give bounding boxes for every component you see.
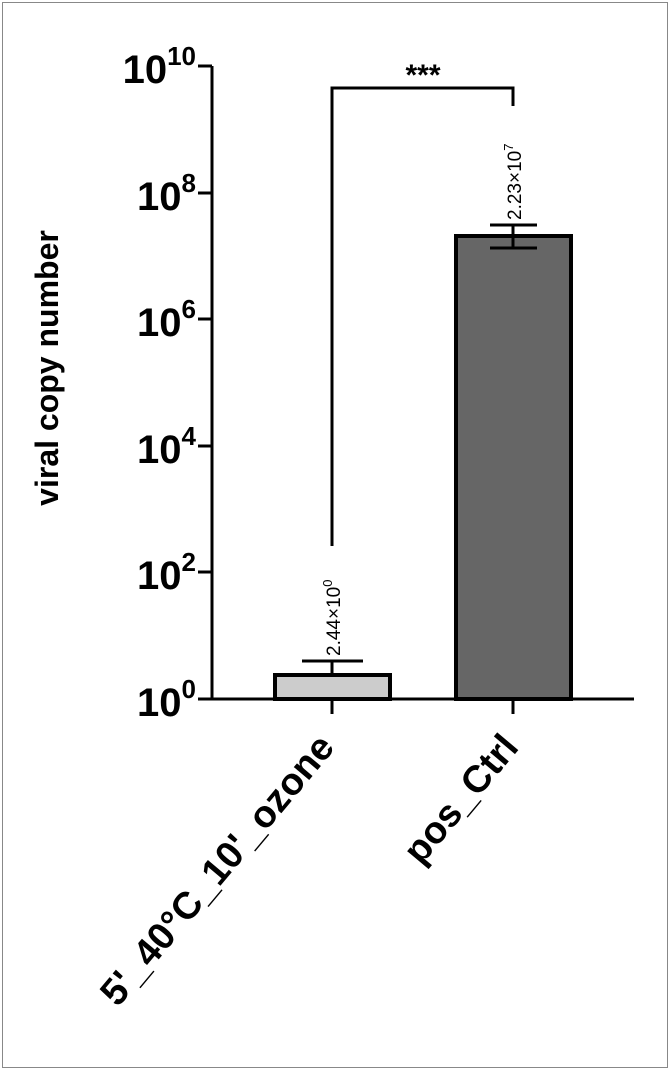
error-bar-pos-ctrl: [490, 223, 537, 250]
significance-label: ***: [405, 59, 440, 92]
value-label-pos-ctrl: 2.23×107: [501, 144, 526, 220]
value-label-ozone: 2.44×100: [320, 580, 345, 656]
svg-text:104: 104: [137, 421, 197, 472]
error-bar-ozone: [302, 659, 363, 675]
svg-text:106: 106: [137, 294, 196, 345]
bar-pos-ctrl: [454, 234, 573, 701]
y-axis-label: viral copy number: [29, 230, 65, 506]
svg-text:108: 108: [137, 168, 196, 219]
x-ticks: [330, 699, 515, 714]
bar-ozone: [273, 673, 392, 701]
svg-text:102: 102: [137, 547, 196, 598]
significance-bracket: [330, 86, 515, 546]
svg-text:100: 100: [137, 674, 196, 725]
x-label-pos-ctrl: pos_Ctrl: [396, 727, 527, 872]
y-ticks: [198, 64, 212, 701]
x-label-ozone: 5'_40°C_10'_ozone: [92, 727, 342, 1014]
y-tick-labels: 100 102 104 106 108 1010: [123, 41, 197, 725]
svg-text:1010: 1010: [123, 41, 196, 92]
